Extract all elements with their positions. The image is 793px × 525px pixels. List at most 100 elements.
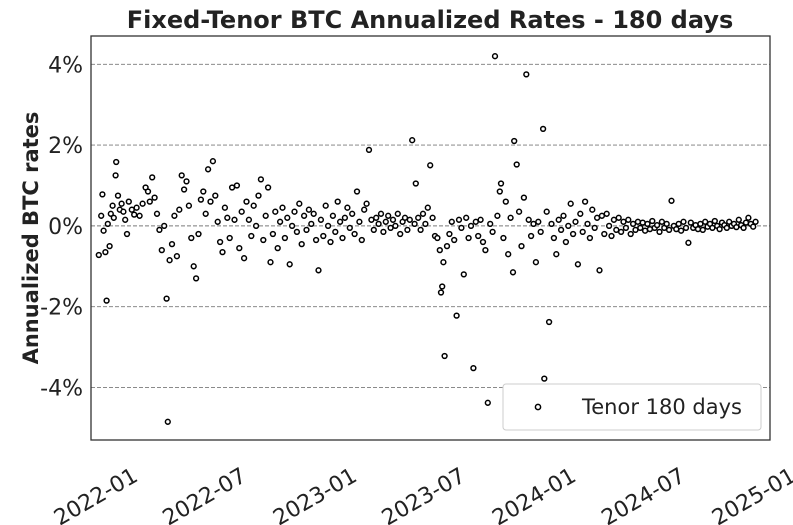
- data-point: [98, 212, 105, 219]
- data-point: [579, 228, 586, 236]
- data-point: [327, 238, 334, 246]
- data-point: [543, 208, 550, 215]
- data-point: [663, 220, 670, 228]
- data-point: [424, 204, 431, 211]
- data-point: [427, 162, 434, 169]
- data-point: [197, 196, 205, 203]
- data-point: [601, 230, 608, 238]
- data-point: [240, 255, 248, 262]
- data-point: [269, 230, 277, 238]
- data-point: [668, 197, 675, 204]
- data-point: [110, 214, 117, 221]
- plot-frame: [90, 35, 771, 441]
- data-point: [397, 230, 404, 238]
- data-point: [104, 220, 111, 228]
- data-point: [158, 246, 165, 254]
- data-point: [448, 218, 455, 225]
- data-point: [409, 137, 416, 144]
- data-point: [100, 227, 107, 234]
- data-point: [245, 216, 253, 223]
- data-point: [479, 238, 487, 246]
- data-point: [634, 218, 642, 225]
- data-point: [114, 192, 122, 199]
- data-point: [310, 210, 317, 217]
- data-point: [622, 224, 630, 232]
- data-point: [274, 244, 281, 252]
- data-point: [224, 214, 231, 221]
- data-point: [553, 251, 560, 258]
- data-point: [603, 210, 610, 217]
- data-point: [209, 158, 217, 165]
- data-point: [605, 222, 613, 230]
- legend-box: [502, 383, 762, 431]
- data-point: [550, 234, 558, 242]
- data-point: [204, 166, 212, 173]
- data-point: [417, 226, 424, 234]
- data-point: [586, 234, 594, 242]
- data-point: [385, 212, 392, 219]
- legend-label: Tenor 180 days: [581, 395, 742, 419]
- data-point: [577, 210, 584, 217]
- data-point: [107, 210, 114, 217]
- data-point: [322, 202, 329, 209]
- data-point: [745, 214, 752, 221]
- data-point: [589, 206, 596, 213]
- data-point: [436, 246, 443, 254]
- data-point: [569, 230, 577, 238]
- data-point: [412, 180, 419, 187]
- data-point: [500, 234, 507, 242]
- data-point: [315, 267, 322, 274]
- data-point: [202, 210, 209, 217]
- data-point: [324, 222, 332, 230]
- data-point: [637, 224, 644, 232]
- data-point: [463, 214, 470, 221]
- data-point: [680, 218, 687, 225]
- data-point: [752, 218, 759, 225]
- data-point: [545, 318, 553, 326]
- data-point: [190, 263, 197, 270]
- data-point: [207, 198, 214, 205]
- data-point: [336, 218, 344, 225]
- data-point: [95, 251, 102, 259]
- chart-title: Fixed-Tenor BTC Annualized Rates - 180 d…: [127, 6, 734, 34]
- data-point: [351, 230, 358, 238]
- data-point: [565, 222, 572, 230]
- data-point: [284, 214, 291, 221]
- data-point: [122, 216, 129, 223]
- data-point: [113, 158, 120, 166]
- data-point: [99, 191, 106, 198]
- data-point: [308, 220, 315, 228]
- data-point: [233, 182, 241, 189]
- y-axis-label: Annualized BTC rates: [19, 112, 43, 365]
- data-point: [356, 218, 363, 225]
- data-point: [353, 188, 361, 195]
- data-point: [281, 234, 289, 242]
- data-point: [477, 216, 484, 223]
- data-point: [109, 202, 116, 209]
- data-point: [188, 234, 195, 242]
- data-point: [656, 228, 663, 236]
- data-point: [260, 236, 267, 244]
- data-point: [429, 214, 436, 221]
- data-point: [320, 232, 327, 240]
- data-point: [156, 226, 163, 234]
- data-point: [212, 192, 219, 199]
- data-point: [149, 174, 156, 181]
- data-point: [139, 200, 146, 207]
- data-point: [255, 192, 262, 199]
- data-point: [349, 210, 356, 217]
- data-point: [236, 244, 243, 252]
- data-point: [557, 226, 565, 234]
- data-point: [221, 204, 229, 211]
- data-point: [133, 204, 140, 211]
- data-point: [317, 216, 325, 223]
- data-point: [627, 230, 634, 238]
- data-point: [740, 224, 747, 232]
- data-point: [288, 222, 296, 230]
- y-tick-label: 4%: [48, 53, 83, 78]
- data-point: [497, 180, 505, 187]
- data-point: [711, 217, 718, 225]
- y-tick-label: -2%: [40, 296, 83, 321]
- data-point: [125, 198, 132, 205]
- data-point: [178, 172, 185, 179]
